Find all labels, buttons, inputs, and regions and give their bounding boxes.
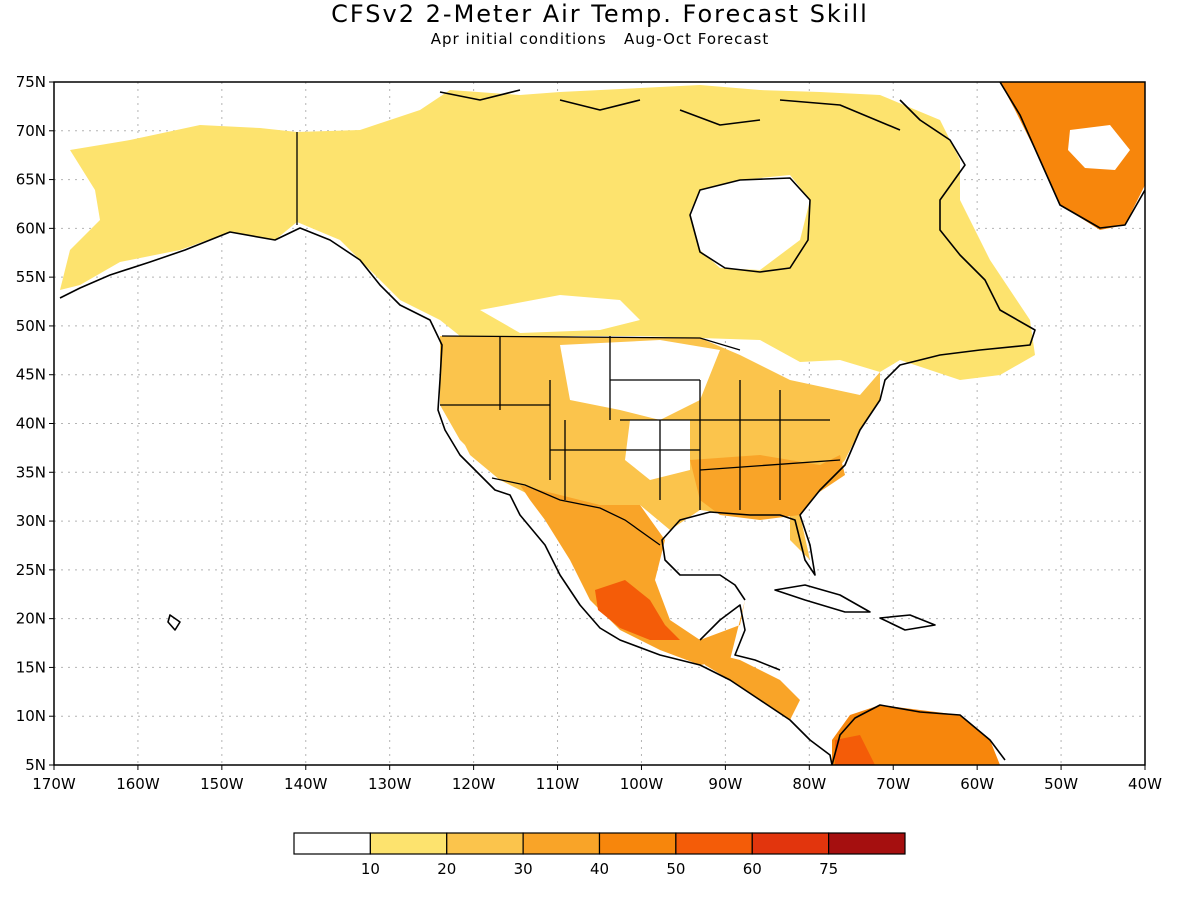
hawaii-outline <box>167 614 181 631</box>
colorbar-label: 75 <box>819 860 838 878</box>
arctic-islands <box>439 89 901 131</box>
region-colombia-core <box>835 735 875 765</box>
colorbar-swatch <box>446 832 524 855</box>
region-hudson-bay <box>690 175 810 270</box>
colorbar-label: 50 <box>666 860 685 878</box>
lat-label: 70N <box>16 122 46 140</box>
colorbar-label: 40 <box>590 860 609 878</box>
greenland-coast <box>999 82 1145 229</box>
map-area <box>54 82 1145 765</box>
colorbar-swatch <box>522 832 601 855</box>
region-us-southeast <box>690 455 845 520</box>
gulf-coast <box>661 99 1036 601</box>
lon-label: 150W <box>200 775 244 793</box>
colorbar: 10 20 30 40 50 60 75 <box>293 832 906 878</box>
hispaniola-coast <box>879 614 936 631</box>
colorbar-label: 20 <box>437 860 456 878</box>
colorbar-swatch <box>751 832 830 855</box>
colorbar-label: 10 <box>361 860 380 878</box>
lat-label: 50N <box>16 317 46 335</box>
lat-label: 35N <box>16 463 46 481</box>
colorbar-label: 30 <box>514 860 533 878</box>
colorbar-swatch <box>675 832 753 855</box>
subtitle-initial-conditions: Apr initial conditions <box>430 30 607 48</box>
us-state-lines <box>440 336 841 510</box>
lat-label: 5N <box>25 756 46 774</box>
region-alaska <box>60 125 297 290</box>
colorbar-swatch <box>828 832 906 855</box>
region-greenland <box>1000 82 1145 230</box>
lon-label: 160W <box>116 775 160 793</box>
lon-label: 50W <box>1044 775 1078 793</box>
lat-label: 75N <box>16 73 46 91</box>
lat-label: 10N <box>16 707 46 725</box>
political-borders <box>296 132 841 546</box>
region-central-america <box>700 650 800 720</box>
region-us-southwest <box>445 395 620 500</box>
region-greenland-interior <box>1068 125 1130 170</box>
coastlines <box>59 82 1145 765</box>
lat-label: 25N <box>16 561 46 579</box>
lat-label: 45N <box>16 366 46 384</box>
yucatan-coast <box>699 604 781 671</box>
latitude-labels: 75N 70N 65N 60N 55N 50N 45N 40N 35N 30N 25N 20N 15N 1… <box>16 73 54 774</box>
region-mexico <box>520 485 745 665</box>
subtitle-forecast-period: Aug-Oct Forecast <box>623 30 770 48</box>
us-canada-border <box>441 335 741 351</box>
lon-label: 120W <box>452 775 496 793</box>
lat-label: 15N <box>16 658 46 676</box>
lon-label: 70W <box>876 775 910 793</box>
region-canada <box>297 85 1035 380</box>
lon-label: 170W <box>32 775 76 793</box>
south-america-coast <box>831 704 1006 765</box>
us-mexico-border <box>491 477 661 546</box>
lon-label: 60W <box>960 775 994 793</box>
lon-label: 140W <box>284 775 328 793</box>
north-america-coastline <box>59 227 833 765</box>
region-northern-south-america <box>832 705 1000 765</box>
lat-label: 65N <box>16 171 46 189</box>
lon-label: 110W <box>536 775 580 793</box>
cuba-coast <box>774 584 871 613</box>
region-canada-prairie-blank <box>480 295 640 333</box>
lon-label: 100W <box>620 775 664 793</box>
lon-label: 130W <box>368 775 412 793</box>
chart-subtitle: Apr initial conditions Aug-Oct Forecast <box>0 30 1200 48</box>
colorbar-swatch <box>369 832 448 855</box>
colorbar-swatch <box>293 832 371 855</box>
colorbar-swatch <box>598 832 677 855</box>
colorbar-label: 60 <box>743 860 762 878</box>
lon-label: 40W <box>1128 775 1162 793</box>
lon-label: 90W <box>708 775 742 793</box>
longitude-labels: 170W 160W 150W 140W 130W 120W 110W 100W 90W 80W 70… <box>32 765 1162 793</box>
region-central-mexico-core <box>595 580 680 640</box>
lat-label: 30N <box>16 512 46 530</box>
hudson-bay-coast <box>689 177 811 273</box>
chart-title: CFSv2 2-Meter Air Temp. Forecast Skill <box>331 0 869 28</box>
lat-label: 60N <box>16 219 46 237</box>
lat-label: 40N <box>16 415 46 433</box>
lat-label: 55N <box>16 268 46 286</box>
lat-label: 20N <box>16 610 46 628</box>
lon-label: 80W <box>792 775 826 793</box>
